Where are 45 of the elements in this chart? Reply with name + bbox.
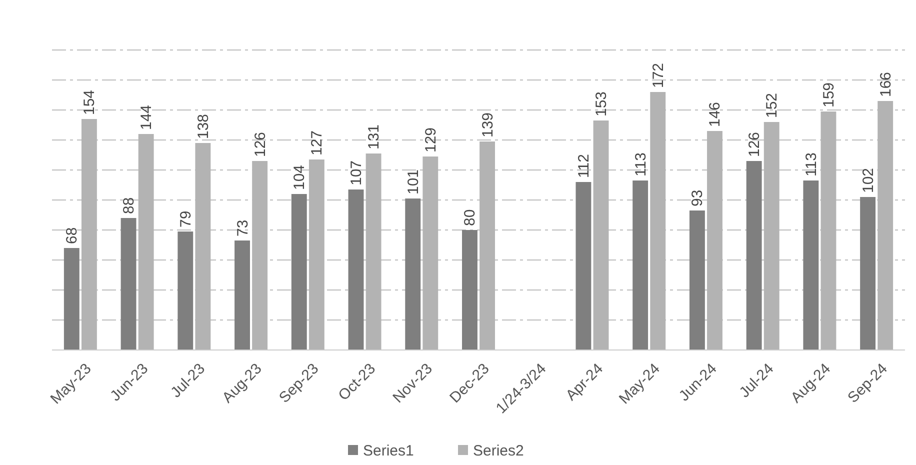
bar: [120, 218, 136, 350]
data-label: 112: [575, 154, 592, 178]
data-label: 80: [462, 209, 479, 226]
legend-label: Series2: [473, 442, 524, 460]
bar: [860, 197, 876, 350]
bar: [234, 240, 250, 350]
bar: [803, 180, 819, 350]
data-label: 93: [689, 190, 706, 206]
data-label: 138: [194, 114, 212, 139]
bar: [746, 161, 762, 350]
bar: [178, 232, 194, 350]
data-label: 104: [291, 164, 308, 190]
data-label: 159: [820, 82, 838, 108]
data-label: 68: [64, 227, 81, 244]
data-label: 153: [593, 91, 610, 116]
data-label: 166: [877, 72, 894, 97]
bar: [462, 230, 478, 350]
data-label: 131: [366, 124, 383, 150]
data-label: 73: [234, 220, 252, 236]
bar: [689, 210, 705, 350]
data-label: 101: [404, 169, 422, 194]
bar: [632, 180, 648, 350]
data-label: 113: [632, 152, 650, 176]
bar: [405, 198, 421, 350]
data-label: 126: [252, 132, 269, 157]
bar: [576, 182, 592, 350]
data-label: 172: [650, 62, 667, 88]
data-label: 107: [348, 160, 365, 186]
bar: [348, 190, 364, 350]
data-label: 152: [764, 92, 781, 118]
bar: [252, 161, 268, 350]
data-label: 139: [479, 112, 496, 138]
data-label: 126: [746, 132, 764, 157]
data-label: 127: [308, 130, 326, 156]
bar: [64, 248, 80, 350]
data-label: 79: [177, 210, 194, 228]
data-label: 144: [138, 104, 156, 130]
legend-label: Series1: [363, 442, 414, 460]
data-label: 88: [120, 197, 138, 214]
data-label: 146: [706, 102, 724, 127]
data-label: 102: [860, 168, 877, 193]
bar: [291, 194, 307, 350]
data-label: 129: [422, 127, 440, 152]
data-label: 154: [81, 90, 98, 115]
data-label: 113: [802, 152, 820, 176]
